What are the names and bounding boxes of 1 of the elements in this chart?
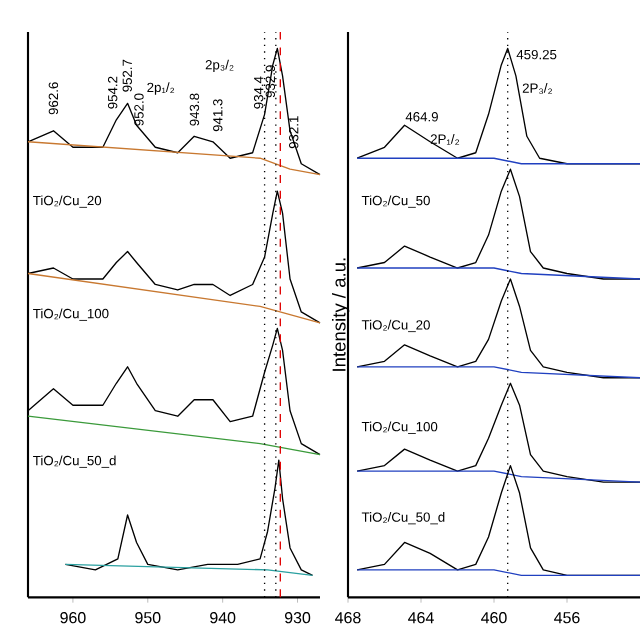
y-axis-title: Intensity / a.u. [331,258,350,371]
